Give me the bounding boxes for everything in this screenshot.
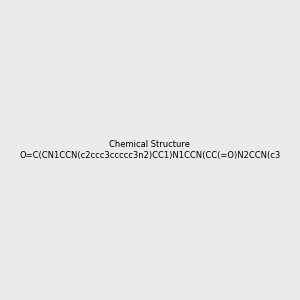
Text: Chemical Structure
O=C(CN1CCN(c2ccc3ccccc3n2)CC1)N1CCN(CC(=O)N2CCN(c3: Chemical Structure O=C(CN1CCN(c2ccc3cccc… [20, 140, 281, 160]
